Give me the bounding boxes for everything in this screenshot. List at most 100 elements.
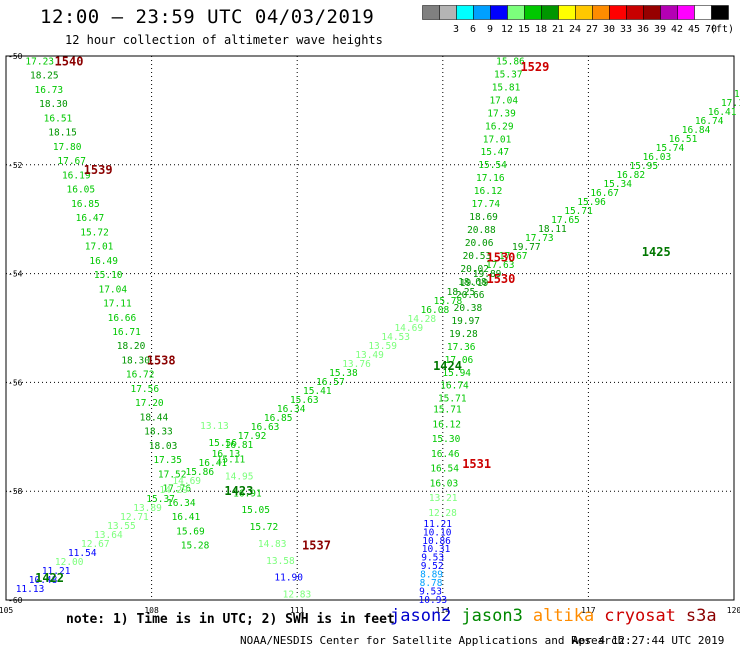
- wave-height-value: 16.54: [430, 464, 459, 475]
- wave-height-value: 17.92: [238, 431, 267, 442]
- wave-height-value: 20.53: [463, 251, 492, 262]
- track-pass-label: 1529: [520, 60, 549, 74]
- wave-height-value: 15.56: [208, 438, 237, 449]
- y-tick-label: -60: [8, 596, 23, 605]
- wave-height-value: 16.74: [695, 116, 724, 127]
- wave-height-value: 16.81: [225, 440, 254, 451]
- wave-height-value: 17.67: [499, 251, 528, 262]
- wave-height-value: 15.05: [241, 505, 270, 516]
- wave-height-value: 11.21: [42, 566, 71, 577]
- wave-height-value: 16.91: [233, 488, 262, 499]
- track-pass-label: 1530: [486, 272, 515, 286]
- wave-height-value: 15.71: [564, 206, 593, 217]
- wave-height-value: 18.69: [469, 212, 498, 223]
- wave-height-value: 17.35: [153, 455, 182, 466]
- track-pass-label: 1423: [224, 484, 253, 498]
- scale-label: 6: [470, 24, 476, 35]
- wave-height-value: 17.74: [472, 199, 501, 210]
- legend-jason2: jason2: [390, 606, 452, 626]
- wave-height-value: 17.56: [130, 384, 159, 395]
- scale-label: 9: [487, 24, 493, 35]
- wave-height-value: 15.94: [442, 368, 471, 379]
- wave-height-value: 16.85: [264, 413, 293, 424]
- wave-height-value: 9.52: [421, 561, 444, 572]
- chart-subtitle: 12 hour collection of altimeter wave hei…: [65, 33, 383, 47]
- wave-height-value: 16.63: [251, 422, 280, 433]
- track-pass-label: 1425: [642, 245, 671, 259]
- wave-height-value: 17.80: [53, 142, 82, 153]
- scale-label: 45: [688, 24, 700, 35]
- scale-label: 15: [518, 24, 530, 35]
- wave-height-value: 17.04: [489, 95, 518, 106]
- wave-height-value: 11.13: [16, 584, 45, 595]
- wave-height-value: 14.83: [258, 539, 287, 550]
- wave-height-value: 20.38: [454, 303, 483, 314]
- wave-height-value: 18.68: [458, 277, 487, 288]
- wave-height-value: 19.19: [460, 278, 489, 289]
- wave-height-value: 15.72: [80, 227, 109, 238]
- wave-height-value: 18.30: [39, 99, 68, 110]
- wave-height-value: 17.76: [162, 484, 191, 495]
- wave-height-value: 13.89: [133, 503, 162, 514]
- x-tick-label: 108: [144, 606, 159, 615]
- wave-height-value: 15.37: [494, 69, 523, 80]
- wave-height-value: 15.74: [656, 143, 685, 154]
- wave-height-value: 16.13: [212, 449, 241, 460]
- wave-height-value: 15.69: [176, 526, 205, 537]
- wave-height-value: 12.00: [55, 557, 84, 568]
- wave-height-value: 16.82: [616, 170, 645, 181]
- wave-height-value: 16.84: [682, 125, 711, 136]
- wave-height-value: 18.33: [144, 427, 173, 438]
- wave-height-value: 16.34: [167, 498, 196, 509]
- wave-height-value: 19.89: [473, 269, 502, 280]
- track-pass-label: 1538: [147, 354, 176, 368]
- wave-height-value: 17.16: [476, 173, 505, 184]
- wave-height-value: 13.58: [266, 556, 295, 567]
- x-tick-label: 114: [436, 606, 451, 615]
- wave-height-value: 15.47: [481, 147, 510, 158]
- legend-jason3: jason3: [461, 606, 523, 626]
- wave-height-value: 14.95: [225, 472, 254, 483]
- wave-height-value: 14.28: [408, 314, 437, 325]
- wave-height-value: 16.29: [485, 121, 514, 132]
- wave-height-value: 15.86: [496, 56, 525, 67]
- track-pass-label: 1424: [433, 359, 462, 373]
- wave-height-value: 9.53: [421, 553, 444, 564]
- wave-height-value: 16.85: [71, 199, 100, 210]
- wave-height-value: 18.20: [117, 341, 146, 352]
- scale-label: 36: [637, 24, 649, 35]
- wave-height-value: 16.41: [708, 107, 737, 118]
- wave-height-value: 17.01: [483, 134, 512, 145]
- wave-height-value: 16.12: [432, 419, 461, 430]
- wave-height-value: 13.49: [355, 350, 384, 361]
- wave-height-value: 19.97: [451, 316, 480, 327]
- wave-height-value: 15.34: [603, 179, 632, 190]
- wave-height-value: 18.15: [48, 128, 77, 139]
- wave-height-value: 18.30: [121, 355, 150, 366]
- wave-height-value: 15.11: [217, 455, 246, 466]
- wave-height-value: 17.73: [525, 233, 554, 244]
- x-tick-label: 111: [290, 606, 305, 615]
- wave-height-value: 12.71: [120, 512, 149, 523]
- wave-height-value: 12.83: [283, 590, 312, 601]
- wave-height-value: 14.69: [172, 476, 201, 487]
- y-tick-label: -58: [8, 487, 23, 496]
- x-tick-label: 105: [0, 606, 13, 615]
- wave-height-value: 20.66: [456, 290, 485, 301]
- wave-height-value: 15.30: [432, 434, 461, 445]
- legend-altika: altika: [532, 606, 595, 626]
- wave-height-value: 16.57: [316, 377, 345, 388]
- wave-height-value: 15.28: [181, 541, 210, 552]
- track-pass-label: 1422: [35, 571, 64, 585]
- track-pass-label: 1530: [486, 250, 515, 264]
- wave-height-value: 15.38: [329, 368, 358, 379]
- wave-height-value: 15.96: [577, 197, 606, 208]
- wave-height-value: 17.04: [98, 284, 127, 295]
- wave-height-value: 16.05: [67, 185, 96, 196]
- wave-height-value: 16.19: [62, 170, 91, 181]
- wave-height-value: 18.25: [447, 287, 476, 298]
- wave-height-value: 15.10: [94, 270, 123, 281]
- wave-height-value: 18.44: [140, 412, 169, 423]
- wave-height-value: 16.47: [76, 213, 105, 224]
